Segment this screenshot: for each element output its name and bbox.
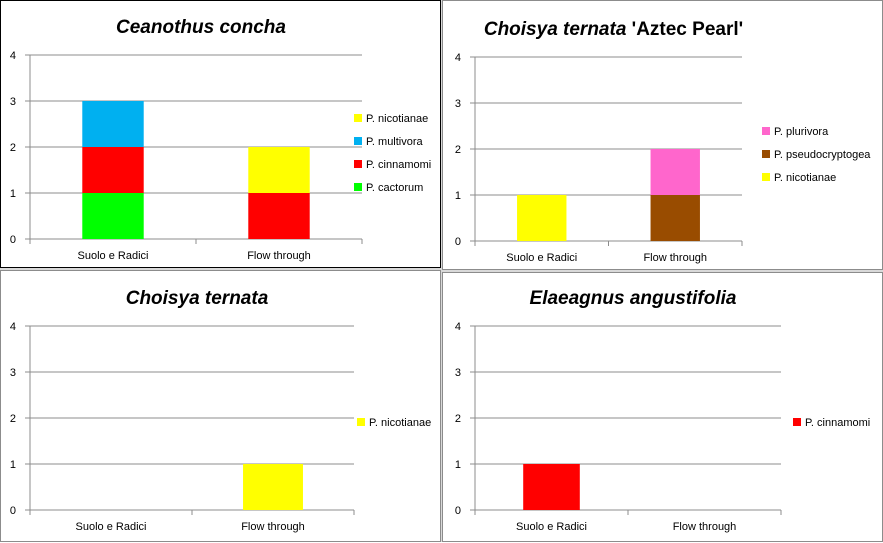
legend-label: P. pseudocryptogea (774, 149, 871, 161)
y-tick-label: 4 (455, 321, 461, 333)
bar-segment (517, 195, 567, 241)
chart-title: Elaeagnus angustifolia (530, 288, 737, 309)
chart-title: Choisya ternata 'Aztec Pearl' (484, 19, 743, 40)
legend-label: P. nicotianae (774, 172, 836, 184)
legend-swatch (354, 183, 362, 191)
legend-swatch (793, 418, 801, 426)
chart-panel-elaeagnus-angustifolia: Elaeagnus angustifolia 0 1 2 3 4 Suolo e Radic… (442, 272, 883, 542)
y-tick-label: 0 (455, 236, 461, 248)
x-category-label: Flow through (247, 250, 311, 262)
legend-swatch (762, 173, 770, 181)
chart-panel-choisya-ternata: Choisya ternata 0 1 2 3 4 Suolo e Radici Flow t… (0, 270, 441, 542)
x-category-label: Suolo e Radici (516, 521, 587, 533)
chart-title-italic: Ceanothus concha (116, 17, 286, 38)
legend-swatch (354, 114, 362, 122)
chart-panel-ceanothus-concha: Ceanothus concha 0 1 2 3 4 Suolo e Radici Flow … (0, 0, 441, 268)
y-tick-label: 4 (455, 52, 461, 64)
bar-segment (650, 149, 700, 195)
legend-label: P. cactorum (366, 182, 423, 194)
bar-segment (523, 464, 580, 510)
x-category-label: Flow through (673, 521, 737, 533)
y-tick-label: 3 (10, 367, 16, 379)
y-tick-label: 0 (10, 505, 16, 517)
y-tick-label: 1 (10, 188, 16, 200)
x-category-label: Suolo e Radici (506, 252, 577, 264)
y-tick-label: 4 (10, 50, 16, 62)
chart-title-italic: Elaeagnus angustifolia (530, 288, 737, 309)
chart-svg: Choisya ternata 0 1 2 3 4 Suolo e Radici Flow t… (10, 288, 431, 533)
legend-label: P. nicotianae (369, 417, 431, 429)
bar-segment (650, 195, 700, 241)
y-tick-label: 1 (455, 459, 461, 471)
legend-label: P. nicotianae (366, 113, 428, 125)
legend-swatch (354, 160, 362, 168)
y-tick-label: 3 (455, 367, 461, 379)
bar-segment (82, 101, 144, 147)
chart-svg: Choisya ternata 'Aztec Pearl' 0 1 2 3 4 Suolo … (455, 19, 871, 264)
x-category-label: Suolo e Radici (76, 521, 147, 533)
y-tick-label: 4 (10, 321, 16, 333)
legend-label: P. cinnamomi (805, 417, 870, 429)
y-tick-label: 2 (455, 144, 461, 156)
y-tick-label: 2 (10, 142, 16, 154)
y-tick-label: 2 (10, 413, 16, 425)
chart-title: Ceanothus concha (116, 17, 286, 38)
y-tick-label: 0 (10, 234, 16, 246)
chart-title-italic: Choisya ternata (126, 288, 269, 309)
bar-segment (243, 464, 303, 510)
y-tick-label: 3 (455, 98, 461, 110)
legend-swatch (354, 137, 362, 145)
y-tick-label: 2 (455, 413, 461, 425)
chart-panel-choisya-aztec-pearl: Choisya ternata 'Aztec Pearl' 0 1 2 3 4 Suolo … (442, 0, 883, 270)
legend-swatch (357, 418, 365, 426)
x-category-label: Flow through (643, 252, 707, 264)
bar-segment (248, 147, 310, 193)
legend-label: P. multivora (366, 136, 424, 148)
legend-label: P. cinnamomi (366, 159, 431, 171)
y-tick-label: 1 (455, 190, 461, 202)
x-category-label: Flow through (241, 521, 305, 533)
legend-swatch (762, 150, 770, 158)
chart-svg: Elaeagnus angustifolia 0 1 2 3 4 Suolo e Radic… (455, 288, 870, 533)
legend-label: P. plurivora (774, 126, 829, 138)
chart-svg: Ceanothus concha 0 1 2 3 4 Suolo e Radici Flow … (10, 17, 431, 262)
chart-title-italic: Choisya ternata (484, 19, 627, 40)
x-category-label: Suolo e Radici (78, 250, 149, 262)
bar-segment (248, 193, 310, 239)
legend-swatch (762, 127, 770, 135)
chart-title: Choisya ternata (126, 288, 269, 309)
bar-segment (82, 193, 144, 239)
bar-segment (82, 147, 144, 193)
y-tick-label: 3 (10, 96, 16, 108)
y-tick-label: 1 (10, 459, 16, 471)
chart-title-suffix: 'Aztec Pearl' (626, 19, 743, 40)
y-tick-label: 0 (455, 505, 461, 517)
